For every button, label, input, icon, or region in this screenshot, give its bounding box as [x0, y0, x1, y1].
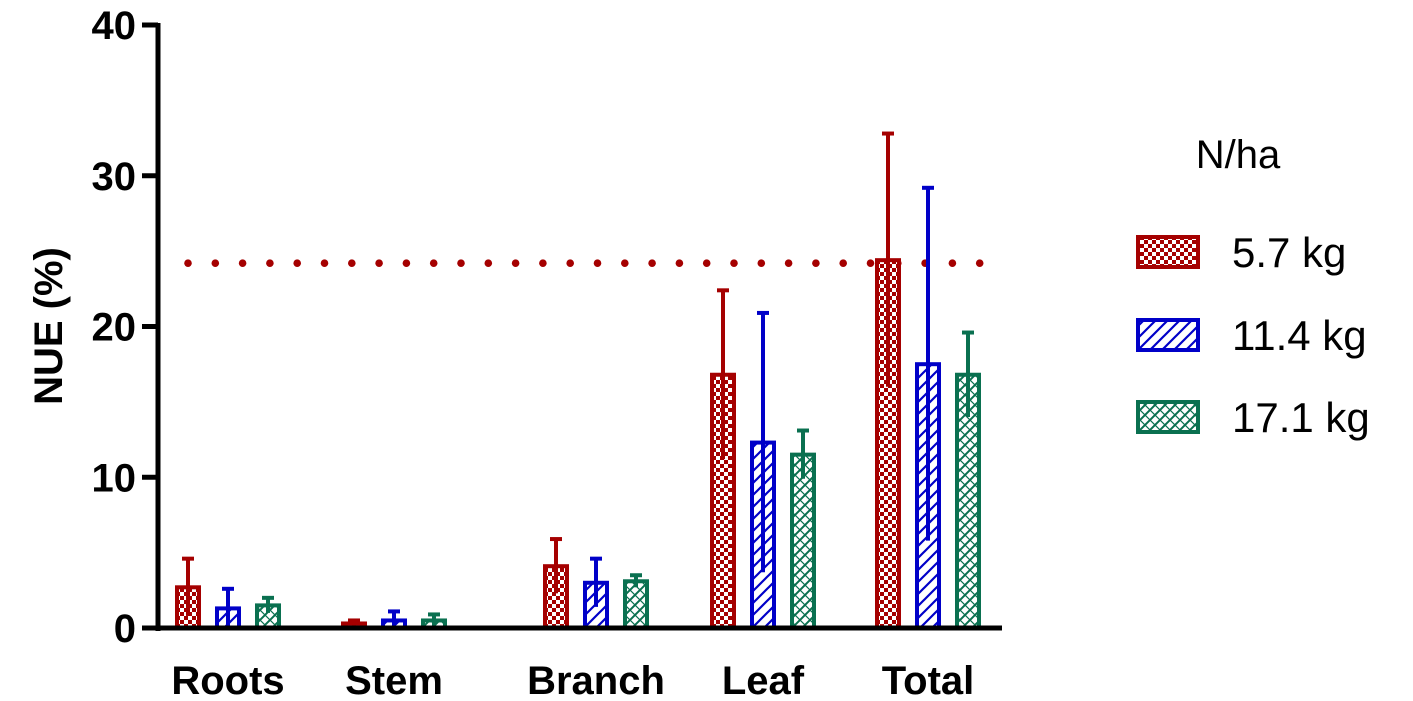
- x-tick-label: Branch: [527, 659, 665, 701]
- reference-line-dot: [621, 259, 629, 267]
- legend-label-5-7-kg: 5.7 kg: [1232, 229, 1346, 276]
- reference-line-dot: [320, 259, 329, 267]
- reference-line-dot: [539, 259, 547, 267]
- plot-area: Roots Stem Branch Leaf Total 0 10 20 30 40: [92, 4, 1002, 701]
- legend-title: N/ha: [1196, 133, 1281, 177]
- y-tick-label: 10: [92, 456, 137, 500]
- reference-line-dot: [784, 259, 793, 267]
- reference-line-dot: [484, 259, 493, 267]
- legend-swatch-11-4-kg: [1136, 318, 1200, 352]
- reference-line-dot: [402, 259, 411, 267]
- y-tick-label: 20: [92, 306, 137, 350]
- reference-line-dot: [293, 259, 302, 267]
- reference-line-dot: [948, 259, 957, 267]
- reference-line-dot: [348, 259, 356, 267]
- legend-label-17-1-kg: 17.1 kg: [1232, 394, 1370, 441]
- reference-line-dot: [675, 259, 684, 267]
- bar-branch-17-1-kg: [623, 579, 649, 631]
- reference-line-dot: [238, 259, 247, 267]
- legend-swatch-5-7-kg: [1136, 235, 1200, 269]
- y-tick-label: 40: [92, 4, 137, 48]
- reference-line-dot: [866, 259, 875, 267]
- reference-line-dot: [702, 259, 711, 267]
- legend-label-11-4-kg: 11.4 kg: [1232, 312, 1367, 359]
- reference-line-dot: [375, 259, 383, 267]
- reference-line-dot: [593, 259, 602, 267]
- x-tick-label: Leaf: [722, 659, 805, 701]
- x-tick-label: Total: [882, 659, 975, 701]
- x-tick-label: Roots: [171, 659, 284, 701]
- y-tick-label: 0: [114, 607, 136, 651]
- y-tick-label: 30: [92, 155, 137, 199]
- legend: N/ha 5.7 kg 11.4 kg 17.1 kg: [1136, 133, 1370, 441]
- reference-line-dot: [566, 259, 574, 267]
- reference-line-dot: [457, 259, 465, 267]
- reference-line-dot: [184, 259, 192, 267]
- y-axis-label: NUE (%): [27, 247, 71, 405]
- reference-line-dot: [975, 259, 984, 267]
- reference-line-dot: [648, 259, 656, 267]
- x-tick-label: Stem: [345, 659, 443, 701]
- reference-line-dot: [730, 259, 738, 267]
- reference-line-dot: [812, 259, 820, 267]
- reference-line-dot: [266, 259, 274, 267]
- reference-line-dot: [429, 259, 438, 267]
- legend-swatch-17-1-kg: [1136, 400, 1200, 434]
- reference-line-dot: [211, 259, 220, 267]
- bar-leaf-17-1-kg: [790, 452, 816, 631]
- reference-line-dot: [839, 259, 847, 267]
- reference-line-dot: [757, 259, 766, 267]
- reference-line-dot: [511, 259, 520, 267]
